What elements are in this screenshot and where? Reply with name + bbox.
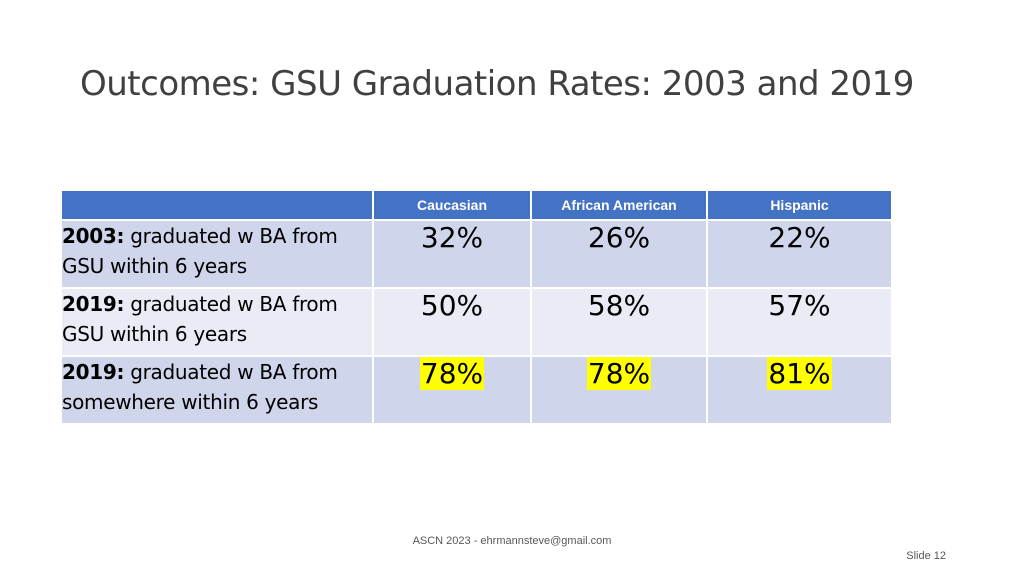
row-year: 2019:: [62, 292, 125, 316]
table-row: 2019: graduated w BA from somewhere with…: [60, 355, 893, 425]
cell-value: 57%: [768, 289, 831, 322]
row-year: 2019:: [62, 360, 125, 384]
cell-hispanic: 57%: [706, 287, 893, 357]
cell-hispanic: 81%: [706, 355, 893, 425]
cell-value: 22%: [768, 221, 831, 254]
cell-value: 32%: [420, 221, 484, 254]
graduation-rates-table: Caucasian African American Hispanic 2003…: [60, 189, 893, 425]
row-description: graduated w BA from GSU within 6 years: [62, 292, 338, 346]
cell-value: 26%: [587, 221, 651, 254]
table-row: 2019: graduated w BA from GSU within 6 y…: [60, 287, 893, 357]
slide-title: Outcomes: GSU Graduation Rates: 2003 and…: [80, 64, 914, 104]
cell-value: 50%: [420, 289, 484, 322]
highlighted-value: 81%: [767, 357, 832, 390]
row-label: 2003: graduated w BA from GSU within 6 y…: [60, 219, 374, 289]
table-header-row: Caucasian African American Hispanic: [60, 189, 893, 221]
cell-african-american: 26%: [530, 219, 708, 289]
column-header-african-american: African American: [530, 189, 708, 221]
highlighted-value: 78%: [419, 357, 485, 390]
row-year: 2003:: [62, 224, 125, 248]
row-label: 2019: graduated w BA from somewhere with…: [60, 355, 374, 425]
row-description: graduated w BA from somewhere within 6 y…: [62, 360, 338, 414]
cell-caucasian: 78%: [372, 355, 532, 425]
cell-hispanic: 22%: [706, 219, 893, 289]
cell-african-american: 58%: [530, 287, 708, 357]
cell-value: 58%: [587, 289, 651, 322]
column-header-caucasian: Caucasian: [372, 189, 532, 221]
row-description: graduated w BA from GSU within 6 years: [62, 224, 338, 278]
slide-number: Slide 12: [906, 550, 946, 562]
cell-caucasian: 50%: [372, 287, 532, 357]
cell-african-american: 78%: [530, 355, 708, 425]
highlighted-value: 78%: [586, 357, 652, 390]
slide-footer: ASCN 2023 - ehrmannsteve@gmail.com: [412, 535, 612, 547]
header-corner-cell: [60, 189, 374, 221]
column-header-hispanic: Hispanic: [706, 189, 893, 221]
row-label: 2019: graduated w BA from GSU within 6 y…: [60, 287, 374, 357]
cell-caucasian: 32%: [372, 219, 532, 289]
table-row: 2003: graduated w BA from GSU within 6 y…: [60, 219, 893, 289]
